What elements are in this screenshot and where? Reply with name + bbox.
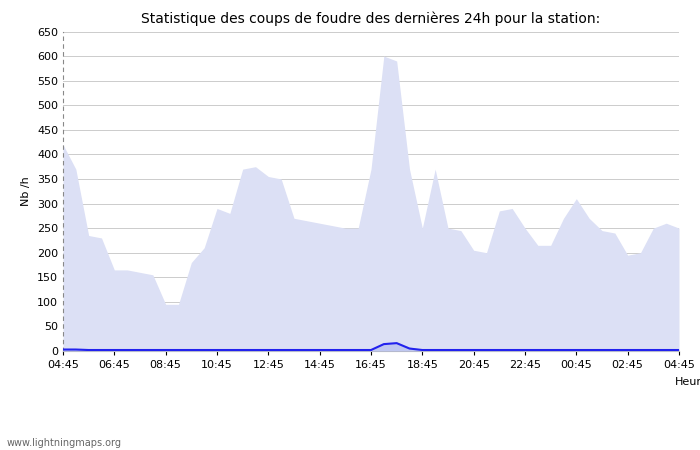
Title: Statistique des coups de foudre des dernières 24h pour la station:: Statistique des coups de foudre des dern… [141, 12, 601, 26]
Text: www.lightningmaps.org: www.lightningmaps.org [7, 438, 122, 448]
X-axis label: Heure: Heure [675, 377, 700, 387]
Y-axis label: Nb /h: Nb /h [22, 176, 32, 206]
